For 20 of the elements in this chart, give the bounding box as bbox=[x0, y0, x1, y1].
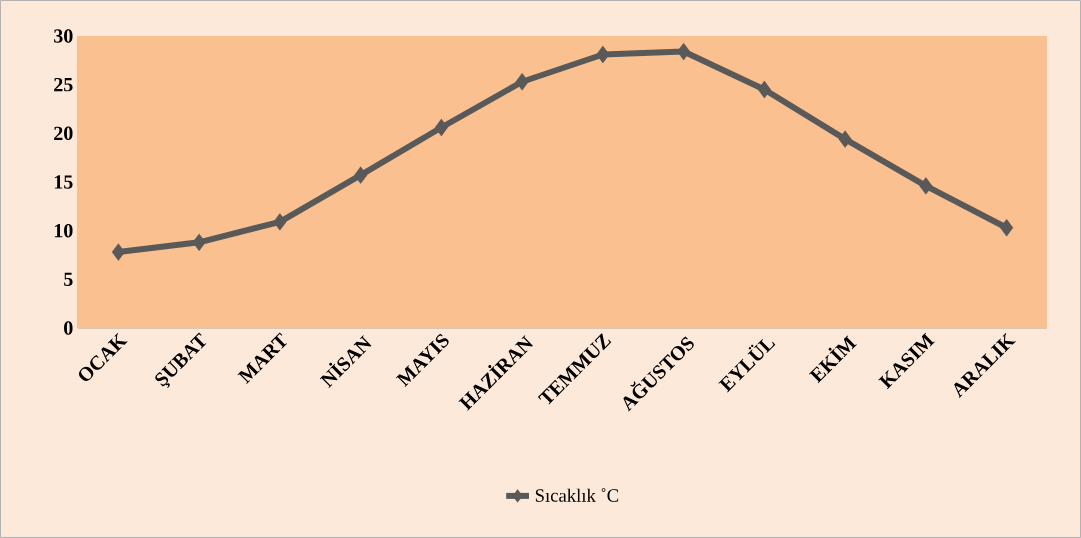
point bbox=[111, 243, 125, 261]
point bbox=[354, 166, 368, 184]
point bbox=[596, 45, 610, 64]
point bbox=[838, 130, 852, 148]
y-tick-label: 25 bbox=[54, 77, 73, 92]
point bbox=[515, 72, 529, 91]
y-tick-label: 20 bbox=[54, 126, 73, 141]
point bbox=[919, 177, 933, 195]
y-tick-label: 30 bbox=[54, 29, 73, 43]
point bbox=[1000, 218, 1014, 237]
point bbox=[677, 42, 691, 61]
point bbox=[434, 118, 448, 137]
point bbox=[757, 80, 771, 99]
y-tick-label: 10 bbox=[54, 223, 73, 238]
point bbox=[192, 233, 206, 252]
y-tick-label: 0 bbox=[64, 321, 73, 335]
y-tick-label: 15 bbox=[54, 175, 73, 189]
point bbox=[273, 213, 287, 231]
y-tick-label: 5 bbox=[64, 272, 73, 286]
legend-label: Sıcaklık ˚C bbox=[535, 488, 619, 502]
